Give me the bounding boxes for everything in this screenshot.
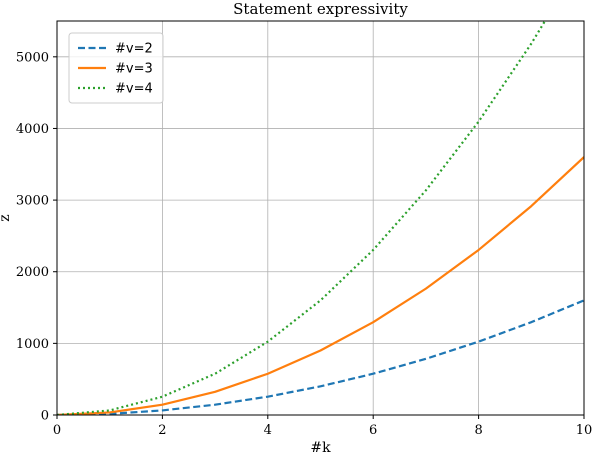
- x-tick-label: 2: [158, 423, 166, 438]
- chart-title: Statement expressivity: [233, 0, 408, 18]
- y-axis-label: z: [0, 214, 13, 221]
- x-tick-label: 10: [576, 423, 592, 438]
- y-tick-label: 4000: [16, 122, 49, 137]
- legend-label-2: #v=3: [115, 62, 153, 77]
- x-tick-label: 0: [53, 423, 61, 438]
- series-layer: [57, 21, 584, 415]
- grid: [56, 21, 585, 416]
- y-tick-label: 5000: [16, 50, 49, 65]
- series-line-2: [57, 156, 584, 415]
- y-tick-label: 3000: [16, 194, 49, 209]
- plot-frame: [56, 20, 585, 416]
- y-axis-ticks: 0 1000 2000 3000 4000 5000: [16, 50, 57, 424]
- x-tick-label: 6: [369, 423, 377, 438]
- legend-label-1: #v=2: [115, 42, 153, 57]
- legend-label-3: #v=4: [115, 82, 153, 97]
- x-tick-label: 8: [474, 423, 482, 438]
- y-tick-label: 0: [41, 409, 49, 424]
- x-axis-label: #k: [310, 440, 331, 456]
- x-axis-ticks: 0 2 4 6 8 10: [53, 415, 592, 438]
- y-tick-label: 1000: [16, 337, 49, 352]
- legend: #v=2 #v=3 #v=4: [68, 32, 164, 104]
- y-tick-label: 2000: [16, 265, 49, 280]
- x-tick-label: 4: [264, 423, 272, 438]
- series-line-1: [57, 299, 584, 415]
- legend-frame: [68, 32, 164, 104]
